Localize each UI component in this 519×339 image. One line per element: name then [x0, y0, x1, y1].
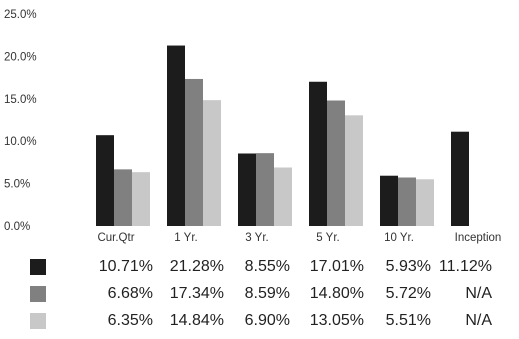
y-tick-label: 20.0% — [4, 51, 37, 63]
y-tick-label: 15.0% — [4, 94, 37, 106]
data-label: 14.80% — [310, 285, 364, 302]
data-label: 14.84% — [170, 312, 224, 329]
bar — [132, 172, 150, 226]
bar — [96, 135, 114, 226]
bar — [256, 153, 274, 226]
legend-swatch — [30, 313, 46, 329]
bar — [274, 167, 292, 226]
y-tick-label: 10.0% — [4, 136, 37, 148]
bar — [327, 100, 345, 226]
bar — [185, 78, 203, 226]
y-tick-label: 5.0% — [4, 179, 30, 191]
data-label: 8.55% — [245, 258, 290, 275]
legend-swatch — [30, 286, 46, 302]
category-label: Inception — [455, 232, 502, 244]
data-label: N/A — [465, 312, 492, 329]
bar — [309, 81, 327, 226]
bar — [114, 169, 132, 226]
data-label: 10.71% — [99, 258, 153, 275]
bar — [398, 177, 416, 226]
bar — [451, 131, 469, 226]
data-label: 13.05% — [310, 312, 364, 329]
bar — [416, 179, 434, 226]
y-tick-label: 25.0% — [4, 9, 37, 21]
data-label: 5.51% — [386, 312, 431, 329]
data-label: 8.59% — [245, 285, 290, 302]
data-label: 11.12% — [439, 258, 492, 275]
category-label: 5 Yr. — [316, 232, 339, 244]
data-label: 5.93% — [386, 258, 431, 275]
data-label: 6.90% — [245, 312, 290, 329]
data-label: 6.68% — [108, 285, 153, 302]
category-label: 1 Yr. — [174, 232, 197, 244]
category-label: 10 Yr. — [384, 232, 414, 244]
data-label: 21.28% — [170, 258, 224, 275]
bar — [238, 153, 256, 226]
data-label: 17.34% — [170, 285, 224, 302]
bar — [345, 115, 363, 226]
data-label: 5.72% — [386, 285, 431, 302]
data-label: 6.35% — [108, 312, 153, 329]
bar — [380, 175, 398, 226]
category-label: 3 Yr. — [245, 232, 268, 244]
category-label: Cur.Qtr — [97, 232, 134, 244]
data-label: N/A — [465, 285, 492, 302]
legend-swatch — [30, 259, 46, 275]
y-tick-label: 0.0% — [4, 221, 30, 233]
bar — [167, 45, 185, 227]
data-label: 17.01% — [310, 258, 364, 275]
bar — [203, 100, 221, 226]
